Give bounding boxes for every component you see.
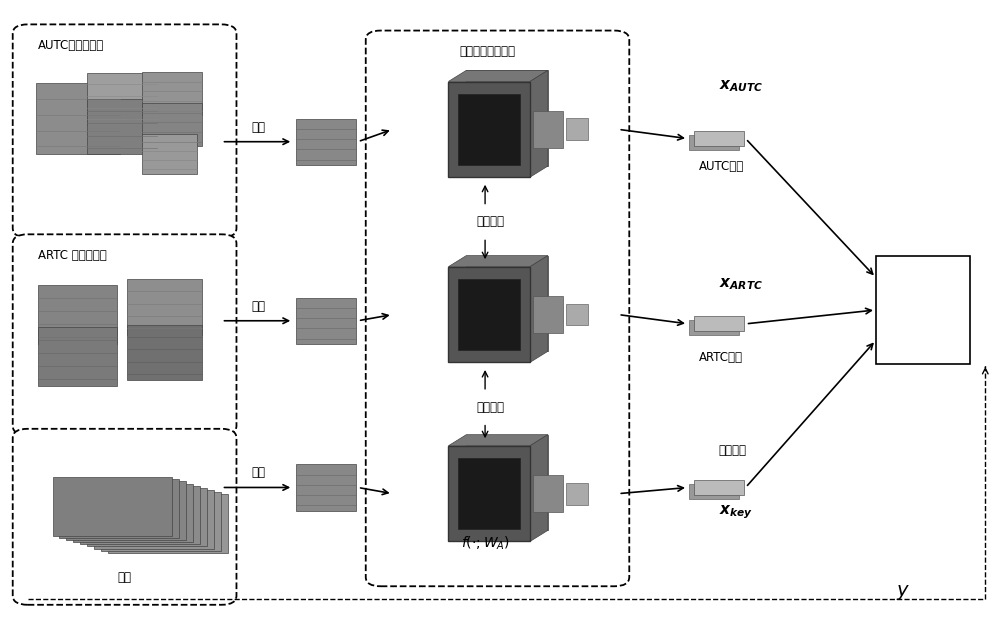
Bar: [533, 475, 563, 512]
Text: $f(\cdot;W_A)$: $f(\cdot;W_A)$: [461, 535, 510, 552]
Bar: [142, 72, 202, 115]
Bar: [448, 82, 530, 177]
Bar: [448, 446, 530, 541]
Bar: [296, 464, 356, 511]
Polygon shape: [530, 70, 548, 177]
Bar: [566, 303, 588, 325]
Bar: [296, 118, 356, 165]
Bar: [694, 480, 744, 495]
Bar: [458, 279, 520, 350]
Polygon shape: [448, 70, 548, 82]
Text: 权重共享: 权重共享: [476, 401, 504, 414]
Bar: [689, 320, 739, 335]
FancyBboxPatch shape: [13, 429, 236, 605]
Polygon shape: [448, 435, 548, 446]
Bar: [87, 98, 157, 155]
Bar: [59, 479, 179, 538]
Bar: [533, 297, 563, 333]
Bar: [694, 131, 744, 146]
Bar: [566, 483, 588, 505]
Text: ARTC 图片数据集: ARTC 图片数据集: [38, 249, 106, 262]
Text: 视频: 视频: [118, 571, 132, 584]
Text: 三元组损
失: 三元组损 失: [909, 296, 937, 324]
Text: ARTC特征: ARTC特征: [699, 351, 743, 364]
Text: 采样: 采样: [252, 467, 266, 480]
Bar: [73, 483, 193, 542]
Bar: [694, 316, 744, 331]
Text: $y$: $y$: [896, 583, 910, 602]
Text: 权重共享: 权重共享: [476, 216, 504, 229]
Bar: [448, 267, 530, 363]
Polygon shape: [448, 255, 548, 267]
Bar: [53, 477, 172, 536]
FancyBboxPatch shape: [13, 24, 236, 237]
Bar: [127, 279, 202, 335]
Polygon shape: [466, 70, 548, 166]
FancyBboxPatch shape: [13, 234, 236, 435]
Bar: [108, 494, 228, 553]
Bar: [566, 118, 588, 140]
Bar: [458, 94, 520, 165]
Bar: [38, 285, 117, 344]
Bar: [80, 486, 200, 545]
Polygon shape: [466, 255, 548, 351]
Polygon shape: [466, 435, 548, 530]
Text: $\bfit{x}_{AUTC}$: $\bfit{x}_{AUTC}$: [719, 78, 763, 94]
Bar: [533, 111, 563, 148]
FancyBboxPatch shape: [366, 31, 629, 586]
Bar: [689, 135, 739, 150]
Bar: [94, 490, 214, 549]
Text: 外观特征: 外观特征: [719, 444, 747, 457]
Text: 外观特征提取网络: 外观特征提取网络: [460, 45, 516, 58]
Text: $\bfit{x}_{ARTC}$: $\bfit{x}_{ARTC}$: [719, 276, 763, 292]
Polygon shape: [530, 255, 548, 363]
Text: 采样: 采样: [252, 121, 266, 134]
Bar: [876, 256, 970, 364]
Bar: [38, 327, 117, 386]
Text: 采样: 采样: [252, 300, 266, 313]
Bar: [142, 133, 197, 174]
Polygon shape: [530, 435, 548, 541]
Bar: [101, 492, 221, 551]
Bar: [66, 482, 186, 540]
Bar: [36, 83, 120, 155]
Bar: [127, 325, 202, 380]
Bar: [87, 73, 157, 125]
Text: AUTC图片数据集: AUTC图片数据集: [38, 39, 104, 52]
Bar: [142, 103, 202, 146]
Text: $\bfit{x}_{key}$: $\bfit{x}_{key}$: [719, 503, 753, 521]
Bar: [689, 484, 739, 498]
Bar: [458, 458, 520, 529]
Bar: [87, 488, 207, 546]
Text: AUTC特征: AUTC特征: [699, 160, 744, 173]
Bar: [296, 298, 356, 344]
